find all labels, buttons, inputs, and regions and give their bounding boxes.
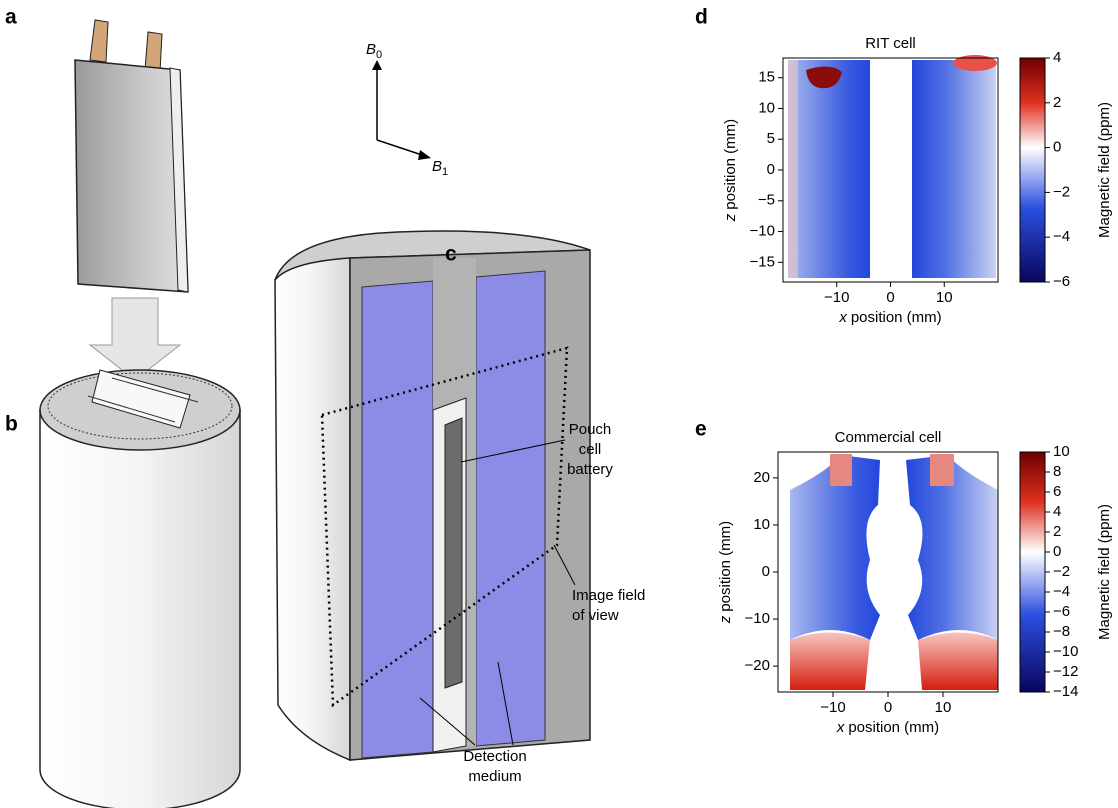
y-tick-label: 10 xyxy=(753,516,770,533)
annotation: battery xyxy=(567,461,613,478)
panel-letter: a xyxy=(5,6,17,29)
colorbar-label: Magnetic field (ppm) xyxy=(1096,504,1113,640)
symbol: B xyxy=(366,41,376,58)
field-axis-label: B1 xyxy=(432,158,448,178)
colorbar-tick-label: −10 xyxy=(1053,643,1078,660)
colorbar-tick-label: 4 xyxy=(1053,49,1061,66)
variable: z xyxy=(722,213,739,222)
y-tick-label: 0 xyxy=(762,563,770,580)
field-axes xyxy=(372,60,431,160)
y-tick-label: 5 xyxy=(767,130,775,147)
colorbar-tick-label: −2 xyxy=(1053,183,1070,200)
y-axis-label: z position (mm) xyxy=(722,119,739,222)
colorbar-tick-label: 8 xyxy=(1053,463,1061,480)
label: position (mm) xyxy=(851,309,942,326)
colorbar-tick-label: −4 xyxy=(1053,228,1070,245)
label: position (mm) xyxy=(848,719,939,736)
colorbar xyxy=(1020,58,1045,282)
panel-letter: d xyxy=(695,6,708,29)
y-tick-label: 10 xyxy=(758,99,775,116)
figure: abcdeB0B1PouchcellbatteryImage fieldof v… xyxy=(0,0,1118,808)
colorbar-tick-label: 2 xyxy=(1053,523,1061,540)
label: position (mm) xyxy=(717,521,734,612)
x-tick-label: 0 xyxy=(884,699,892,716)
cylinder-drawing xyxy=(40,370,240,808)
symbol: B xyxy=(432,158,442,175)
colorbar-tick-label: 2 xyxy=(1053,94,1061,111)
subscript: 1 xyxy=(442,166,448,178)
y-axis-label: z position (mm) xyxy=(717,521,734,624)
annotation: Image field xyxy=(572,587,645,604)
annotation: of view xyxy=(572,607,619,624)
x-tick-label: 10 xyxy=(936,289,953,306)
y-tick-label: 0 xyxy=(767,161,775,178)
field-axis-label: B0 xyxy=(366,41,382,61)
annotation: Pouch xyxy=(569,421,612,438)
colorbar-tick-label: −14 xyxy=(1053,683,1078,700)
colorbar-tick-label: 10 xyxy=(1053,443,1070,460)
colorbar-tick-label: −4 xyxy=(1053,583,1070,600)
chart-title: RIT cell xyxy=(865,35,916,52)
colorbar-tick-label: −2 xyxy=(1053,563,1070,580)
y-tick-label: −20 xyxy=(745,657,770,674)
heatmap-image-e xyxy=(790,454,998,690)
colorbar-tick-label: 4 xyxy=(1053,503,1061,520)
annotation: medium xyxy=(468,768,521,785)
y-tick-label: −10 xyxy=(750,223,775,240)
y-tick-label: −5 xyxy=(758,192,775,209)
colorbar-tick-label: 0 xyxy=(1053,543,1061,560)
x-tick-label: 0 xyxy=(886,289,894,306)
colorbar-label: Magnetic field (ppm) xyxy=(1096,102,1113,238)
y-tick-label: −15 xyxy=(750,253,775,270)
colorbar-tick-label: −12 xyxy=(1053,663,1078,680)
colorbar xyxy=(1020,452,1045,692)
y-tick-label: 20 xyxy=(753,469,770,486)
annotation: Detection xyxy=(463,748,526,765)
chart-title: Commercial cell xyxy=(835,429,942,446)
variable: x xyxy=(838,309,847,326)
colorbar-tick-label: 0 xyxy=(1053,139,1061,156)
label: position (mm) xyxy=(722,119,739,210)
subscript: 0 xyxy=(376,49,382,61)
panel-letter: b xyxy=(5,413,18,436)
panel-letter: c xyxy=(445,243,457,266)
heatmap-image-d xyxy=(788,55,997,278)
y-tick-label: 15 xyxy=(758,69,775,86)
colorbar-tick-label: −6 xyxy=(1053,603,1070,620)
variable: x xyxy=(836,719,845,736)
annotation: cell xyxy=(579,441,602,458)
colorbar-tick-label: 6 xyxy=(1053,483,1061,500)
colorbar-tick-label: −8 xyxy=(1053,623,1070,640)
x-tick-label: −10 xyxy=(824,289,849,306)
panel-letter: e xyxy=(695,418,707,441)
variable: z xyxy=(717,615,734,624)
x-tick-label: 10 xyxy=(935,699,952,716)
pouch-cell-drawing xyxy=(75,20,188,380)
cutaway-drawing xyxy=(275,231,590,760)
x-tick-label: −10 xyxy=(820,699,845,716)
y-tick-label: −10 xyxy=(745,610,770,627)
colorbar-tick-label: −6 xyxy=(1053,273,1070,290)
